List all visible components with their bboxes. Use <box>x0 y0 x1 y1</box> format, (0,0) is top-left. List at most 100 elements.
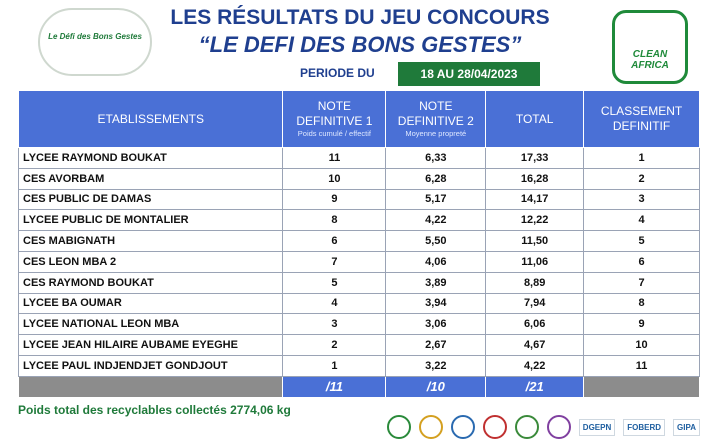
cell: 6,33 <box>385 147 487 169</box>
partner-logo-text: CLEAN AFRICA <box>631 49 669 71</box>
cell: 4 <box>282 292 387 315</box>
cell: 8 <box>282 209 387 232</box>
total-note: Poids total des recyclables collectés 27… <box>18 403 291 417</box>
cell: 6,06 <box>485 313 585 336</box>
cell: CES PUBLIC DE DAMAS <box>17 188 284 211</box>
cell: CES MABIGNATH <box>17 230 284 252</box>
column-header: CLASSEMENT DEFINITIF <box>583 90 700 148</box>
partner-logo: CLEAN AFRICA <box>612 10 688 84</box>
cell: CES AVORBAM <box>17 167 284 190</box>
cell: 9 <box>583 313 700 336</box>
cell: 2,67 <box>385 334 487 356</box>
event-logo: Le Défi des Bons Gestes <box>38 8 152 76</box>
cell: 11,50 <box>485 230 585 252</box>
cell: 3,22 <box>385 354 487 377</box>
cell: 6 <box>583 250 700 273</box>
header-row: ETABLISSEMENTS NOTE DEFINITIVE 1 Poids cum… <box>17 90 700 148</box>
period-label: PERIODE DU <box>300 66 375 80</box>
subtitle: “LE DEFI DES BONS GESTES” <box>198 32 522 57</box>
table-row: LYCEE NATIONAL LEON MBA 3 3,06 6,06 9 <box>17 313 700 336</box>
cell: 1 <box>583 147 700 169</box>
cell: 11 <box>282 147 387 169</box>
column-label: ETABLISSEMENTS <box>97 111 204 126</box>
cell: LYCEE BA OUMAR <box>17 292 284 315</box>
cell: 5 <box>282 271 387 294</box>
sponsor-logo <box>514 415 539 439</box>
column-label: CLASSEMENT DEFINITIF <box>600 104 683 133</box>
cell: LYCEE NATIONAL LEON MBA <box>17 313 284 336</box>
sponsor-logos: DGEPN FOBERD GIPA <box>300 414 700 440</box>
cell: 2 <box>583 167 700 190</box>
footer-cell: /10 <box>385 375 487 398</box>
table-row: LYCEE BA OUMAR 4 3,94 7,94 8 <box>17 292 700 315</box>
column-sublabel: Poids cumulé / effectif <box>297 129 372 138</box>
table-row: CES MABIGNATH 6 5,50 11,50 5 <box>17 230 700 252</box>
cell: 4,67 <box>485 334 585 356</box>
column-sublabel: Moyenne propreté <box>405 129 467 138</box>
table-row: LYCEE PAUL INDJENDJET GONDJOUT 1 3,22 4,22 1… <box>17 354 700 377</box>
cell: LYCEE PAUL INDJENDJET GONDJOUT <box>17 354 284 377</box>
column-label: NOTE DEFINITIVE 2 <box>397 99 474 128</box>
cell: 4,22 <box>485 354 585 377</box>
sponsor-logo <box>546 415 571 439</box>
cell: 1 <box>282 354 387 377</box>
cell: LYCEE JEAN HILAIRE AUBAME EYEGHE <box>17 334 284 356</box>
table-row: LYCEE PUBLIC DE MONTALIER 8 4,22 12,22 4 <box>17 209 700 232</box>
table-row: CES LEON MBA 2 7 4,06 11,06 6 <box>17 250 700 273</box>
cell: 3 <box>282 313 387 336</box>
cell: 14,17 <box>485 188 585 211</box>
title: LES RÉSULTATS DU JEU CONCOURS <box>170 6 550 29</box>
cell: 17,33 <box>485 147 585 169</box>
column-header: TOTAL <box>485 90 585 148</box>
cell: 4,22 <box>385 209 487 232</box>
cell: CES RAYMOND BOUKAT <box>17 271 284 294</box>
footer-cell <box>583 375 700 398</box>
table-row: CES RAYMOND BOUKAT 5 3,89 8,89 7 <box>17 271 700 294</box>
cell: 7 <box>282 250 387 273</box>
cell: 10 <box>583 334 700 356</box>
sponsor-logo <box>386 415 411 439</box>
cell: 4,06 <box>385 250 487 273</box>
cell: 11 <box>583 354 700 377</box>
cell: 11,06 <box>485 250 585 273</box>
column-header: NOTE DEFINITIVE 1 Poids cumulé / effectif <box>282 90 387 148</box>
footer-cell: /21 <box>485 375 585 398</box>
cell: 3,94 <box>385 292 487 315</box>
cell: 3 <box>583 188 700 211</box>
cell: 8,89 <box>485 271 585 294</box>
column-label: TOTAL <box>515 111 554 126</box>
footer-cell: /11 <box>282 375 387 398</box>
table-row: LYCEE JEAN HILAIRE AUBAME EYEGHE 2 2,67 4,6… <box>17 334 700 356</box>
period: 18 AU 28/04/2023 <box>398 62 540 86</box>
column-header: ETABLISSEMENTS <box>17 90 284 148</box>
cell: 2 <box>282 334 387 356</box>
cell: 5,17 <box>385 188 487 211</box>
cell: 12,22 <box>485 209 585 232</box>
footer-row: /11/10/21 <box>17 375 700 398</box>
cell: 16,28 <box>485 167 585 190</box>
sponsor-logo <box>482 415 507 439</box>
cell: 3,06 <box>385 313 487 336</box>
results-table: ETABLISSEMENTS NOTE DEFINITIVE 1 Poids cum… <box>17 90 700 398</box>
table-row: LYCEE RAYMOND BOUKAT 11 6,33 17,33 1 <box>17 147 700 169</box>
cell: 6 <box>282 230 387 252</box>
footer-cell <box>17 375 284 398</box>
column-header: NOTE DEFINITIVE 2 Moyenne propreté <box>385 90 487 148</box>
table-row: CES PUBLIC DE DAMAS 9 5,17 14,17 3 <box>17 188 700 211</box>
cell: 6,28 <box>385 167 487 190</box>
event-logo-text: Le Défi des Bons Gestes <box>48 32 142 41</box>
table-body: LYCEE RAYMOND BOUKAT 11 6,33 17,33 1 CES AVOR… <box>17 147 700 398</box>
cell: 10 <box>282 167 387 190</box>
sponsor-logo-text: DGEPN <box>578 418 616 436</box>
sponsor-logo <box>418 415 443 439</box>
cell: 5,50 <box>385 230 487 252</box>
cell: 3,89 <box>385 271 487 294</box>
cell: CES LEON MBA 2 <box>17 250 284 273</box>
cell: 7,94 <box>485 292 585 315</box>
cell: 5 <box>583 230 700 252</box>
sponsor-logo <box>450 415 475 439</box>
sponsor-logo-text: FOBERD <box>623 418 666 436</box>
cell: 9 <box>282 188 387 211</box>
column-label: NOTE DEFINITIVE 1 <box>296 99 373 128</box>
